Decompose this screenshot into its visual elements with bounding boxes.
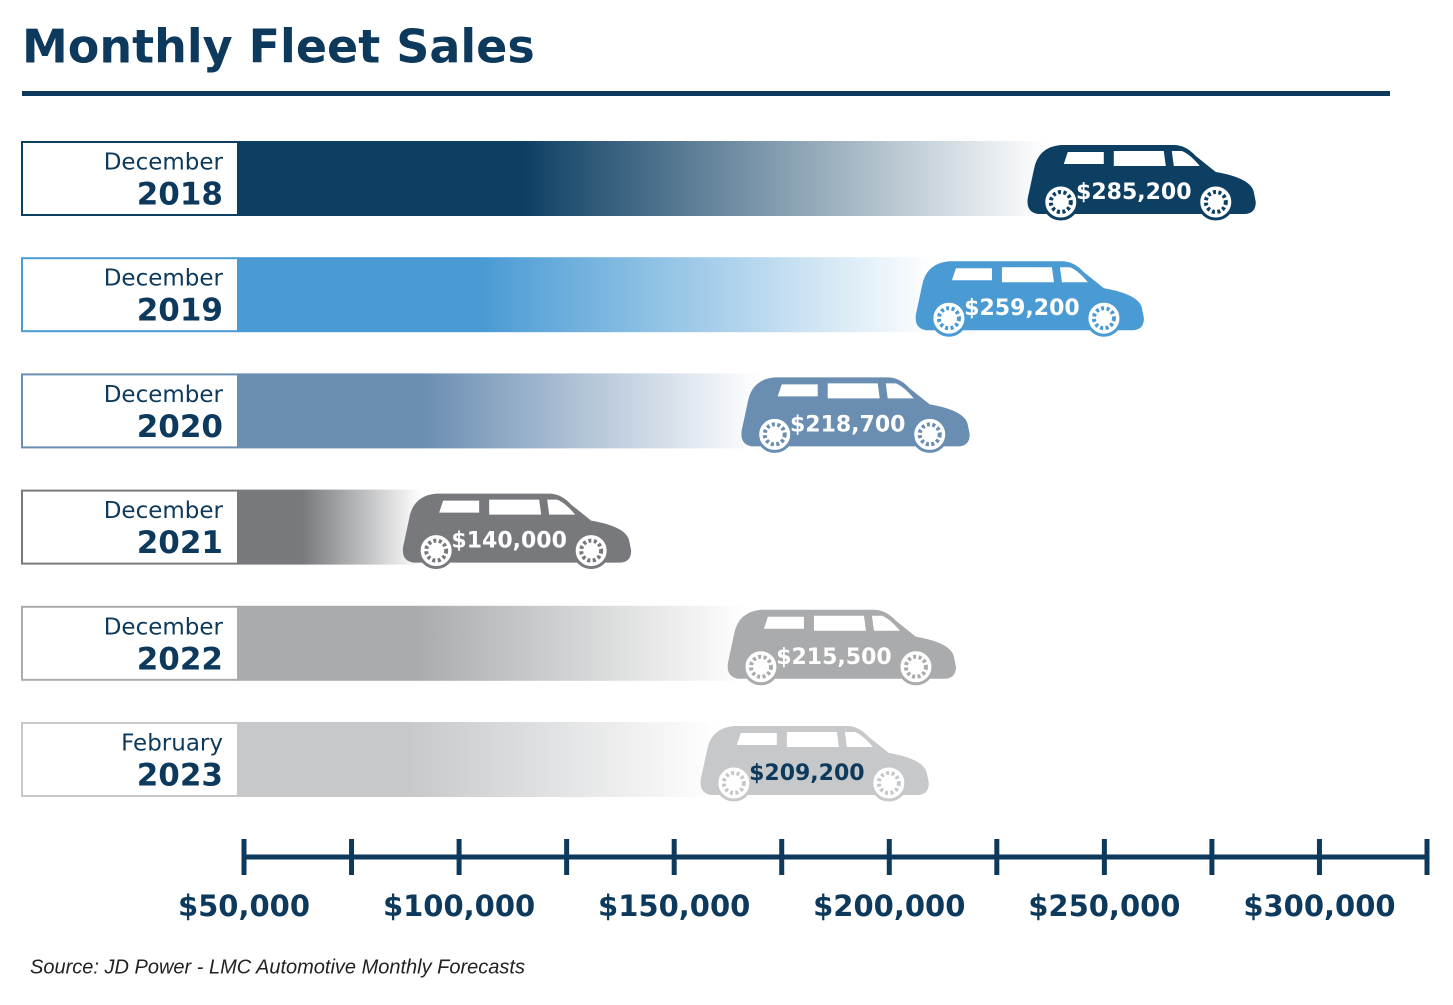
value-label: $140,000	[451, 529, 567, 554]
car-wheel	[870, 764, 908, 802]
car-window	[763, 616, 804, 629]
car-wheel	[742, 648, 780, 686]
car-window	[885, 383, 914, 399]
x-tick-label: $50,000	[178, 889, 310, 923]
car-hub	[748, 654, 773, 679]
chart-title: Monthly Fleet Sales	[22, 20, 535, 74]
car-marker	[915, 261, 1144, 337]
car-wheel	[572, 532, 610, 570]
car-hub	[721, 771, 746, 795]
car-window	[786, 732, 839, 747]
value-label: $285,200	[1076, 180, 1192, 205]
source-note: Source: JD Power - LMC Automotive Monthl…	[30, 956, 525, 978]
car-window	[777, 384, 818, 397]
car-hub	[936, 306, 961, 331]
category-year: 2022	[137, 641, 223, 677]
bar	[238, 373, 780, 449]
category-month: December	[104, 150, 224, 176]
car-wheel	[1197, 183, 1235, 221]
category-box	[21, 722, 239, 797]
bar	[238, 722, 739, 797]
car-wheel	[756, 415, 794, 453]
category-year: 2020	[137, 409, 223, 445]
car-marker	[741, 377, 970, 453]
car-window	[1113, 151, 1166, 166]
car-marker	[727, 609, 956, 686]
car-wheel	[930, 299, 968, 337]
car-hub	[1203, 190, 1228, 214]
car-wheel	[1085, 299, 1123, 337]
value-label: $209,200	[749, 761, 865, 786]
car-window	[439, 500, 480, 513]
category-box	[21, 373, 239, 449]
category-month: December	[104, 266, 224, 292]
category-box	[21, 605, 239, 681]
car-window	[489, 499, 542, 515]
category-box	[21, 141, 239, 216]
category-year: 2023	[137, 758, 223, 794]
car-window	[951, 268, 992, 281]
car-hub	[1091, 306, 1116, 331]
car-window	[871, 615, 900, 631]
car-wheel	[897, 648, 935, 686]
car-window	[813, 615, 866, 631]
category-year: 2018	[137, 177, 223, 213]
car-window	[1001, 267, 1054, 283]
value-label: $259,200	[964, 296, 1080, 321]
category-box	[21, 257, 239, 333]
x-tick-label: $150,000	[598, 889, 750, 923]
car-marker	[700, 726, 929, 802]
bar	[238, 605, 766, 681]
car-hub	[424, 538, 449, 563]
car-window	[736, 733, 777, 745]
x-tick-label: $250,000	[1028, 889, 1180, 923]
car-hub	[1048, 190, 1073, 214]
car-wheel	[715, 764, 753, 802]
car-hub	[876, 771, 901, 795]
car-wheel	[1042, 183, 1080, 221]
car-window	[1059, 267, 1088, 283]
category-month: December	[104, 498, 224, 524]
car-hub	[903, 654, 928, 679]
car-window	[844, 732, 873, 747]
car-window	[827, 383, 880, 399]
car-window	[1063, 152, 1104, 164]
car-window	[1171, 151, 1200, 166]
car-hub	[917, 422, 942, 447]
x-tick-label: $200,000	[813, 889, 965, 923]
category-month: December	[104, 614, 224, 640]
car-wheel	[417, 532, 455, 570]
car-hub	[762, 422, 787, 447]
value-label: $215,500	[776, 645, 892, 670]
car-marker	[402, 493, 632, 570]
category-year: 2021	[137, 525, 223, 561]
car-wheel	[911, 415, 949, 453]
x-tick-label: $100,000	[383, 889, 535, 923]
car-hub	[579, 538, 604, 563]
value-label: $218,700	[790, 412, 906, 437]
title-rule	[22, 91, 1390, 96]
category-month: February	[121, 731, 223, 757]
category-month: December	[104, 382, 224, 408]
category-box	[21, 489, 239, 565]
category-year: 2019	[137, 293, 223, 329]
car-window	[547, 499, 576, 515]
x-tick-label: $300,000	[1243, 889, 1395, 923]
car-marker	[1027, 145, 1256, 221]
bar	[238, 257, 954, 333]
bar	[238, 141, 1066, 216]
